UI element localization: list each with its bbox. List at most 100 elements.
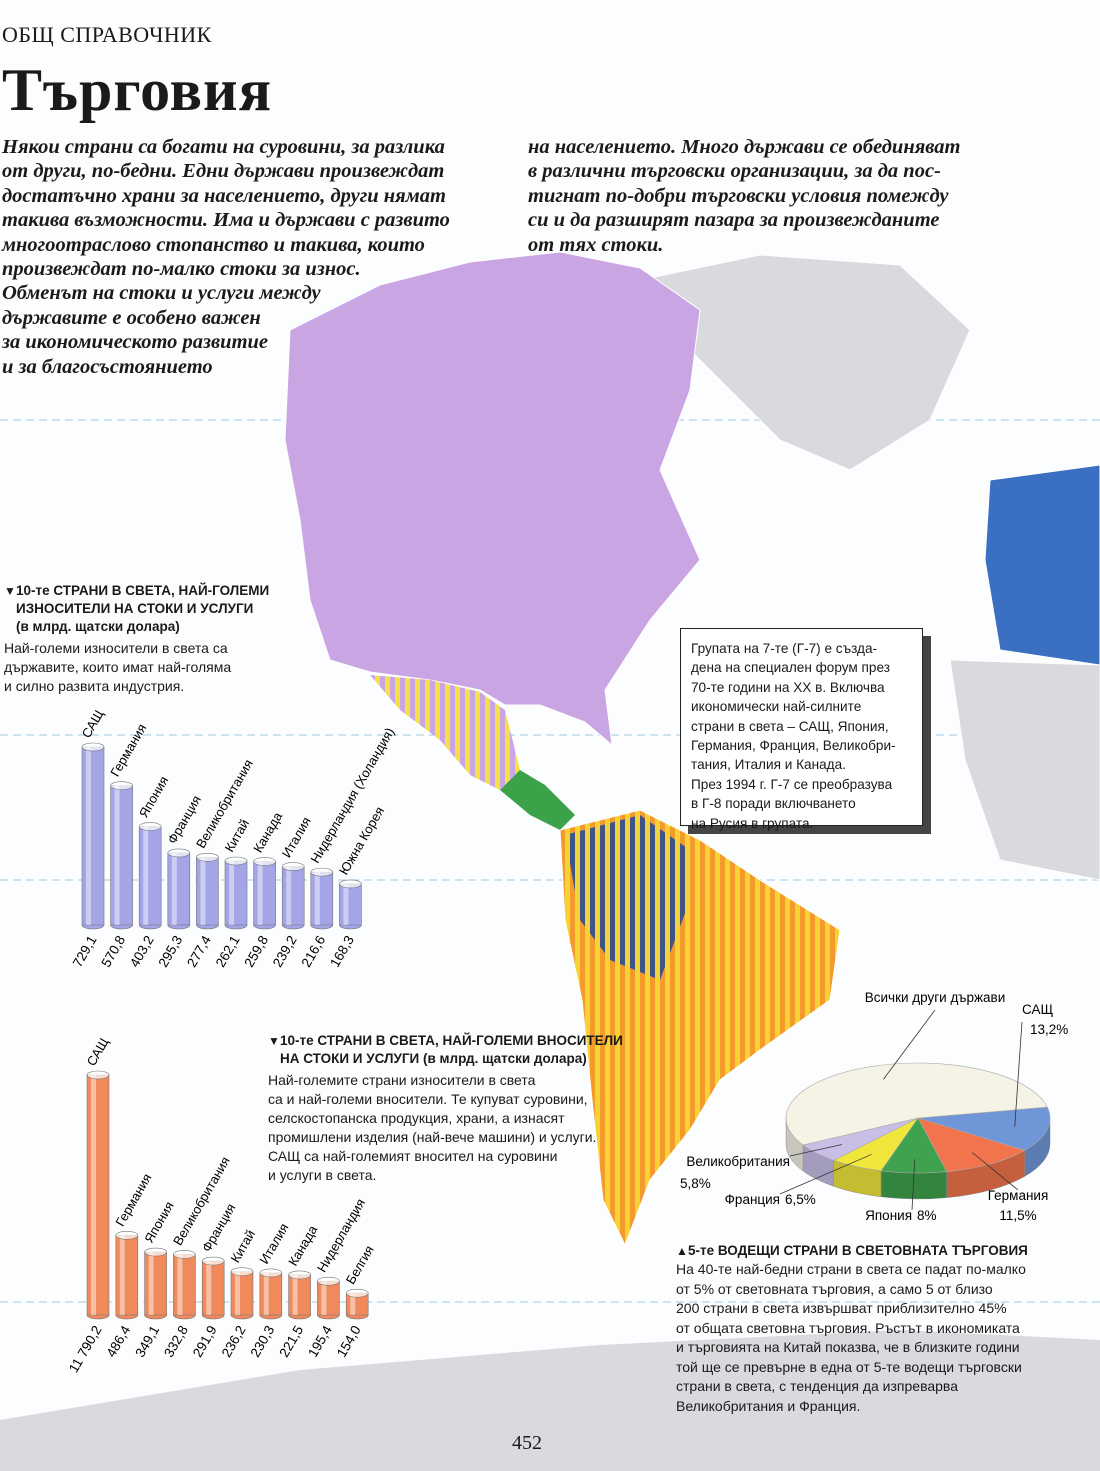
bar — [253, 861, 276, 926]
category-label: Великобритания — [193, 757, 256, 851]
bar-cap — [81, 742, 105, 752]
value-label: 277,4 — [184, 933, 214, 970]
bar-highlight — [321, 1281, 327, 1315]
value-label: 262,1 — [213, 933, 243, 970]
bar-cap — [115, 1231, 139, 1240]
imports-heading: 10-те СТРАНИ В СВЕТА, НАЙ-ГОЛЕМИ ВНОСИТЕ… — [268, 1032, 623, 1185]
bar-cap — [310, 867, 334, 877]
bar-highlight — [263, 1272, 269, 1315]
value-label: 291,9 — [190, 1323, 220, 1360]
bar — [110, 785, 133, 926]
pie-side-shade — [833, 1160, 882, 1197]
bar — [196, 856, 219, 926]
slice-label: Всички други държави — [865, 990, 1006, 1005]
bar-highlight — [235, 1271, 240, 1315]
text-line: той ще се превърне в една от 5-те водещи… — [676, 1358, 1022, 1375]
bar — [259, 1272, 283, 1316]
value-label: 230,3 — [248, 1323, 278, 1360]
text-line: (в млрд. щатски долара) — [16, 619, 180, 634]
pie-slice — [785, 1062, 1048, 1146]
leader-line — [779, 1154, 872, 1195]
text-line: такива възможности. Има и държави с разв… — [2, 209, 450, 232]
text-line: 200 страни в света извършват приблизител… — [676, 1300, 1007, 1316]
value-label: 332,8 — [161, 1323, 191, 1360]
bar-highlight — [350, 1293, 356, 1315]
value-label: 154,0 — [334, 1323, 364, 1360]
leader-line — [911, 1159, 916, 1211]
value-label: 403,2 — [127, 933, 157, 970]
text-line: тания, Италия и Канада. — [691, 757, 846, 773]
bar — [167, 852, 191, 926]
text-line: 70-те години на XX в. Включва — [691, 679, 885, 695]
value-label: 195,4 — [305, 1323, 335, 1360]
leader-line — [883, 1009, 936, 1080]
value-label: 729,1 — [70, 933, 100, 970]
value-label: 221,5 — [276, 1323, 306, 1360]
text-line: През 1994 г. Г-7 се преобразува — [691, 776, 893, 792]
europe — [984, 464, 1100, 666]
bar-highlight — [343, 883, 349, 925]
slice-value: 5,8% — [680, 1176, 711, 1191]
pie-side-shade — [1024, 1118, 1050, 1177]
value-label: 570,8 — [98, 933, 128, 970]
text-line: от други, по-бедни. Едни държави произве… — [2, 160, 445, 183]
text-line: достатъчно храни за населението, други н… — [2, 184, 446, 207]
bar-cap — [339, 879, 362, 889]
bar-cap — [138, 822, 162, 831]
greenland — [639, 254, 971, 471]
bar-cap — [144, 1247, 167, 1257]
value-label: 486,4 — [104, 1323, 134, 1360]
text-line: от тях стоки. — [528, 233, 664, 256]
text-line: за икономическото развитие — [2, 331, 269, 354]
chart-title: 5-те ВОДЕЩИ СТРАНИ В СВЕТОВНАТА ТЪРГОВИЯ — [676, 1242, 1028, 1260]
bar-highlight — [91, 1075, 96, 1315]
slice-label: Япония — [865, 1208, 912, 1223]
category-label: Белгия — [343, 1243, 377, 1287]
bar — [173, 1254, 196, 1316]
text-line: от общата световна търговия. Ръстът в ик… — [676, 1319, 1020, 1336]
intro-left: Някои страни са богати на суровини, за р… — [2, 135, 450, 379]
pie-side-shade — [786, 1118, 804, 1172]
bar-cap — [167, 848, 191, 858]
leader-line — [789, 1144, 843, 1157]
chart-description: Най-големите страни износители в света са… — [268, 1071, 623, 1185]
bar-cap — [317, 1276, 340, 1286]
south-america-north — [565, 815, 690, 980]
bar-cap — [230, 1267, 254, 1276]
text-line: на населението. Много държави се обединя… — [528, 136, 961, 158]
text-line: и за благосъстоянието — [2, 355, 213, 378]
slice-label: Франция — [725, 1192, 780, 1207]
bar-cap — [86, 1070, 110, 1080]
bar-highlight — [286, 866, 292, 925]
exports-heading: 10-те СТРАНИ В СВЕТА, НАЙ-ГОЛЕМИ ИЗНОСИТЕ… — [4, 582, 269, 696]
text-line: произвеждат по-малко стоки за износ. — [2, 258, 361, 281]
bar — [115, 1235, 139, 1316]
mexico — [370, 675, 520, 790]
bar-cap — [173, 1250, 196, 1259]
chart-description: Най-големи износители в света са държавит… — [4, 639, 269, 696]
bar-highlight — [229, 861, 234, 925]
bar — [138, 826, 162, 926]
slice-label: Германия — [988, 1188, 1049, 1203]
text-line: си и да разширят пазара за произвежданит… — [528, 209, 940, 232]
text-line: селскостопанска продукция, храни, а изна… — [268, 1110, 565, 1126]
section-label: ОБЩ СПРАВОЧНИК — [2, 22, 212, 47]
triangle: ▼ — [268, 1034, 280, 1048]
text-line: дена на специален форум през — [691, 660, 890, 676]
chart-title: 10-те СТРАНИ В СВЕТА, НАЙ-ГОЛЕМИ ИЗНОСИТЕ… — [4, 582, 269, 636]
value-label: 11 790,2 — [66, 1323, 105, 1375]
value-label: 295,3 — [156, 933, 186, 970]
bar-highlight — [148, 1252, 154, 1315]
value-label: 349,1 — [132, 1323, 162, 1360]
bar-cap — [110, 781, 133, 790]
category-label: Япония — [136, 773, 172, 820]
category-label: Китай — [222, 817, 253, 855]
g7-box: Групата на 7-те (Г-7) е създа-дена на сп… — [680, 628, 923, 831]
pie-heading: 5-те ВОДЕЩИ СТРАНИ В СВЕТОВНАТА ТЪРГОВИЯ… — [676, 1242, 1028, 1416]
page-title: Търговия — [2, 57, 273, 123]
leader-line — [972, 1152, 1019, 1191]
category-label: Германия — [112, 1171, 154, 1229]
slice-value: 8% — [917, 1208, 937, 1223]
bar-highlight — [292, 1274, 298, 1315]
text-line: тигнат по-добри търговски условия помежд… — [528, 184, 949, 207]
